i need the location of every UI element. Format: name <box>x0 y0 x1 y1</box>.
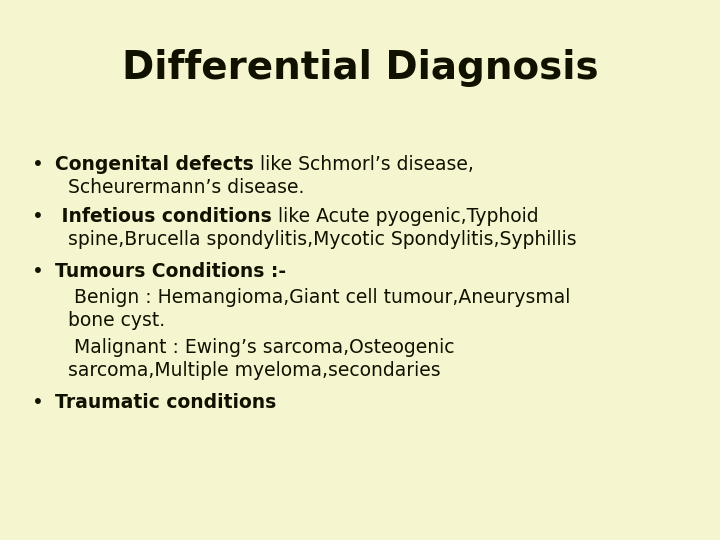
Text: like Acute pyogenic,Typhoid: like Acute pyogenic,Typhoid <box>271 207 539 226</box>
Text: Scheurermann’s disease.: Scheurermann’s disease. <box>68 178 305 197</box>
Text: sarcoma,Multiple myeloma,secondaries: sarcoma,Multiple myeloma,secondaries <box>68 361 441 380</box>
Text: •: • <box>32 155 44 174</box>
Text: •: • <box>32 262 44 281</box>
Text: Benign : Hemangioma,Giant cell tumour,Aneurysmal: Benign : Hemangioma,Giant cell tumour,An… <box>68 288 570 307</box>
Text: Tumours Conditions :-: Tumours Conditions :- <box>55 262 286 281</box>
Text: spine,Brucella spondylitis,Mycotic Spondylitis,Syphillis: spine,Brucella spondylitis,Mycotic Spond… <box>68 230 577 249</box>
Text: Malignant : Ewing’s sarcoma,Osteogenic: Malignant : Ewing’s sarcoma,Osteogenic <box>68 338 454 357</box>
Text: •: • <box>32 393 44 412</box>
Text: like Schmorl’s disease,: like Schmorl’s disease, <box>253 155 474 174</box>
Text: Infetious conditions: Infetious conditions <box>55 207 271 226</box>
Text: Traumatic conditions: Traumatic conditions <box>55 393 276 412</box>
Text: Congenital defects: Congenital defects <box>55 155 253 174</box>
Text: bone cyst.: bone cyst. <box>68 311 165 330</box>
Text: Differential Diagnosis: Differential Diagnosis <box>122 49 598 87</box>
Text: •: • <box>32 207 44 226</box>
